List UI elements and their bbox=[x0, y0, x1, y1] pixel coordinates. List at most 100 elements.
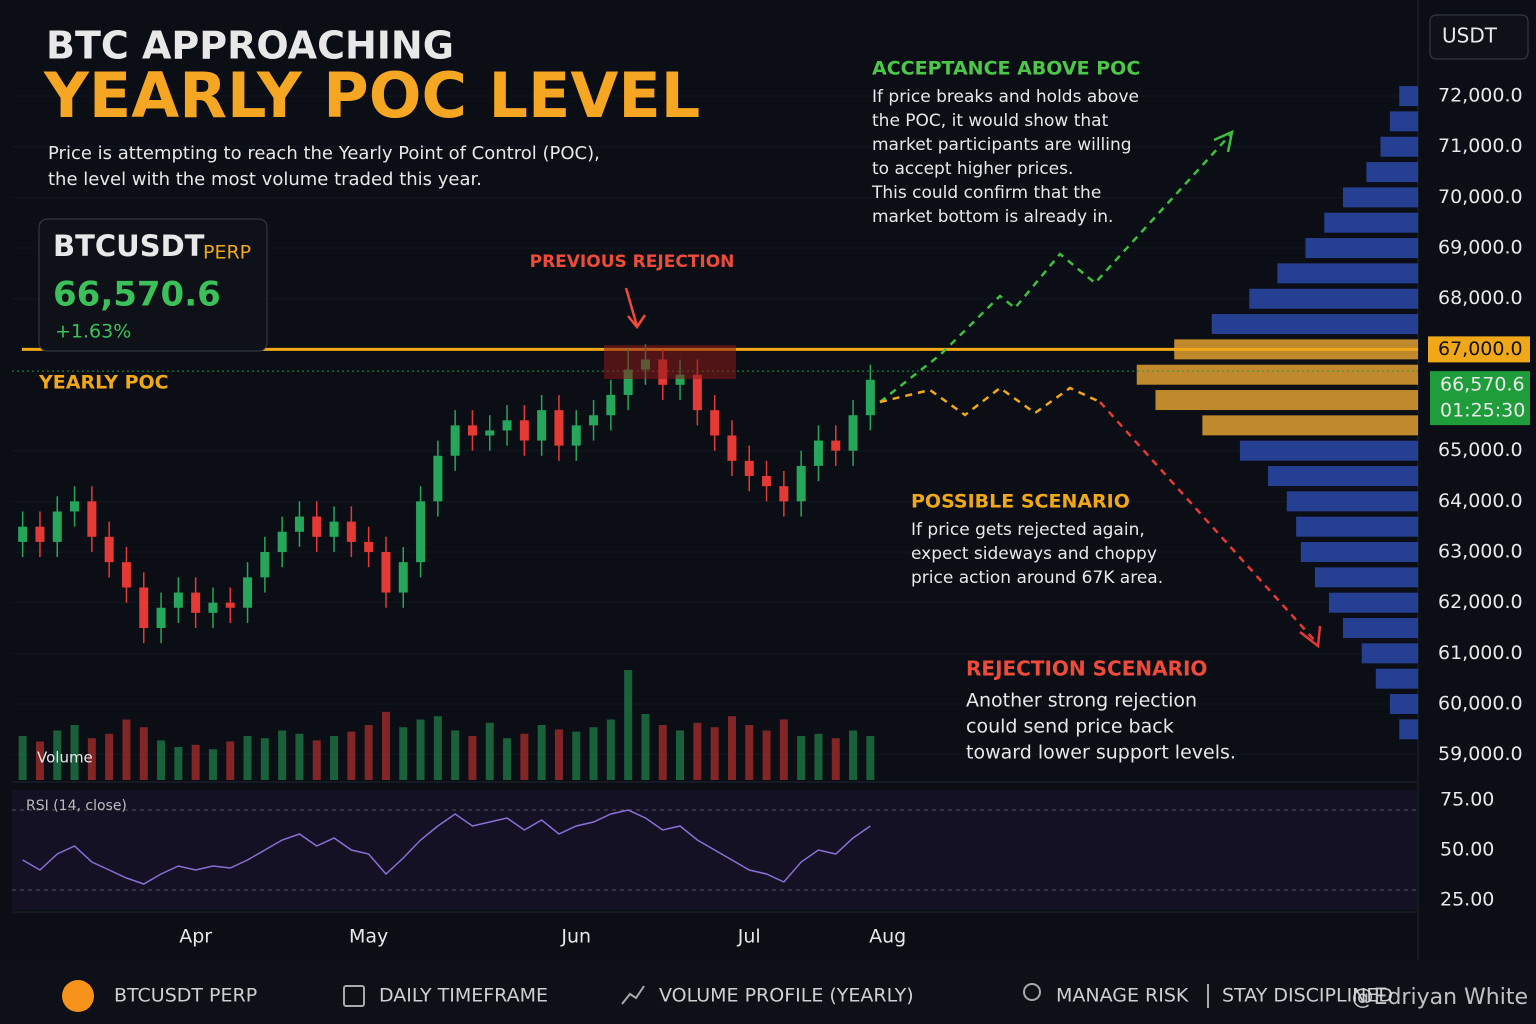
volume-bar bbox=[624, 670, 633, 780]
rsi-tick-label: 25.00 bbox=[1440, 889, 1494, 911]
ticker-symbol: BTCUSDT bbox=[53, 229, 205, 263]
previous-rejection: PREVIOUS REJECTION bbox=[530, 252, 735, 272]
candle-body bbox=[467, 425, 477, 436]
y-tick-label: 64,000.0 bbox=[1438, 490, 1523, 512]
currency-box bbox=[1429, 14, 1529, 60]
volume-profile-bar bbox=[1399, 86, 1418, 107]
candle-body bbox=[623, 369, 633, 395]
volume-profile-bar bbox=[1343, 618, 1418, 639]
volume-profile-bar bbox=[1155, 390, 1418, 411]
countdown: 01:25:30 bbox=[1440, 400, 1525, 422]
x-tick-label: May bbox=[349, 926, 388, 948]
volume-bar bbox=[416, 719, 425, 780]
volume-profile-bar bbox=[1277, 263, 1418, 284]
volume-profile-bar bbox=[1328, 592, 1418, 613]
rsi-title: RSI (14, close) bbox=[26, 798, 127, 814]
ticker-change: +1.63% bbox=[55, 321, 131, 343]
y-tick-label: 59,000.0 bbox=[1438, 743, 1523, 765]
rejection-arrowhead bbox=[1299, 625, 1322, 649]
poc-label: YEARLY POC bbox=[38, 372, 169, 394]
annotation-line: the POC, it would show that bbox=[872, 111, 1109, 131]
acceptance-title: ACCEPTANCE ABOVE POC bbox=[872, 58, 1140, 80]
volume-profile-bar bbox=[1249, 288, 1418, 309]
candle-body bbox=[554, 410, 564, 446]
candle-body bbox=[571, 425, 581, 446]
poc-price-box bbox=[1428, 336, 1530, 363]
y-tick-label: 60,000.0 bbox=[1438, 693, 1523, 715]
volume-bar bbox=[606, 719, 615, 780]
y-tick-label: 63,000.0 bbox=[1438, 541, 1523, 563]
candle-body bbox=[865, 379, 875, 416]
ticker-card bbox=[38, 218, 268, 352]
volume-bar bbox=[503, 738, 512, 780]
volume-bar bbox=[745, 725, 754, 780]
title: BTC APPROACHING bbox=[46, 24, 454, 68]
volume-profile-bar bbox=[1300, 542, 1418, 563]
candle-body bbox=[243, 577, 253, 608]
candle-body bbox=[589, 415, 599, 426]
volume-profile-bar bbox=[1268, 466, 1418, 487]
volume-bar bbox=[243, 736, 252, 780]
candle-body bbox=[104, 536, 114, 563]
volume-bar bbox=[312, 740, 321, 780]
volume-bar bbox=[70, 725, 79, 780]
annotation-line: Another strong rejection bbox=[966, 690, 1197, 712]
volume-bar bbox=[693, 722, 702, 780]
candle-body bbox=[813, 440, 823, 466]
candle-body bbox=[416, 501, 426, 563]
candle-body bbox=[433, 455, 443, 502]
volume-profile-bar bbox=[1314, 567, 1418, 588]
annotation-line: market bottom is already in. bbox=[872, 207, 1113, 227]
candle-body bbox=[727, 435, 737, 461]
current-price-box bbox=[1430, 371, 1530, 426]
volume-bar bbox=[260, 738, 269, 780]
volume-profile-bar bbox=[1324, 212, 1418, 233]
candle-body bbox=[381, 552, 391, 593]
volume-bar bbox=[554, 729, 563, 780]
y-tick-label: 70,000.0 bbox=[1438, 186, 1523, 208]
volume-title: Volume bbox=[37, 749, 93, 767]
volume-bar bbox=[226, 741, 235, 780]
volume-profile-bar bbox=[1286, 491, 1418, 512]
candle-body bbox=[744, 460, 754, 477]
footer-item: MANAGE RISK bbox=[1056, 985, 1189, 1007]
volume-profile-bar bbox=[1305, 238, 1418, 259]
candle-body bbox=[277, 531, 287, 553]
candle-body bbox=[35, 526, 45, 542]
subtitle: Price is attempting to reach the Yearly … bbox=[48, 143, 600, 164]
watermark: @Edriyan White bbox=[1352, 985, 1528, 1010]
y-tick-label: 65,000.0 bbox=[1438, 439, 1523, 461]
annotation-line: expect sideways and choppy bbox=[911, 544, 1157, 564]
volume-bar bbox=[658, 725, 667, 780]
candle-body bbox=[692, 374, 702, 411]
volume-profile-bar bbox=[1361, 643, 1418, 664]
rejection-arrow bbox=[624, 287, 647, 330]
annotation-line: If price gets rejected again, bbox=[911, 520, 1145, 540]
volume-bar bbox=[122, 719, 131, 780]
candle-body bbox=[312, 516, 322, 537]
chart-icon bbox=[621, 985, 645, 1005]
volume-bar bbox=[330, 736, 339, 780]
volume-bar bbox=[762, 730, 771, 780]
candle-body bbox=[208, 602, 218, 613]
x-tick-label: Aug bbox=[869, 926, 906, 948]
candle-body bbox=[260, 552, 270, 578]
y-tick-label: 69,000.0 bbox=[1438, 237, 1523, 259]
candle-body bbox=[121, 562, 131, 588]
volume-bar bbox=[433, 716, 442, 780]
volume-bar bbox=[399, 727, 408, 780]
volume-bar bbox=[87, 738, 96, 780]
volume-bar bbox=[676, 730, 685, 780]
volume-profile-bar bbox=[1375, 668, 1418, 689]
bulb-icon bbox=[1023, 983, 1041, 1001]
ticker-contract: PERP bbox=[203, 242, 251, 264]
candle-body bbox=[762, 476, 772, 487]
rejection-title: REJECTION SCENARIO bbox=[966, 657, 1207, 681]
annotation-line: to accept higher prices. bbox=[872, 159, 1073, 179]
x-tick-label: Jun bbox=[560, 926, 591, 948]
currency: USDT bbox=[1442, 24, 1498, 48]
volume-bar bbox=[208, 749, 217, 780]
candle-body bbox=[710, 410, 720, 436]
